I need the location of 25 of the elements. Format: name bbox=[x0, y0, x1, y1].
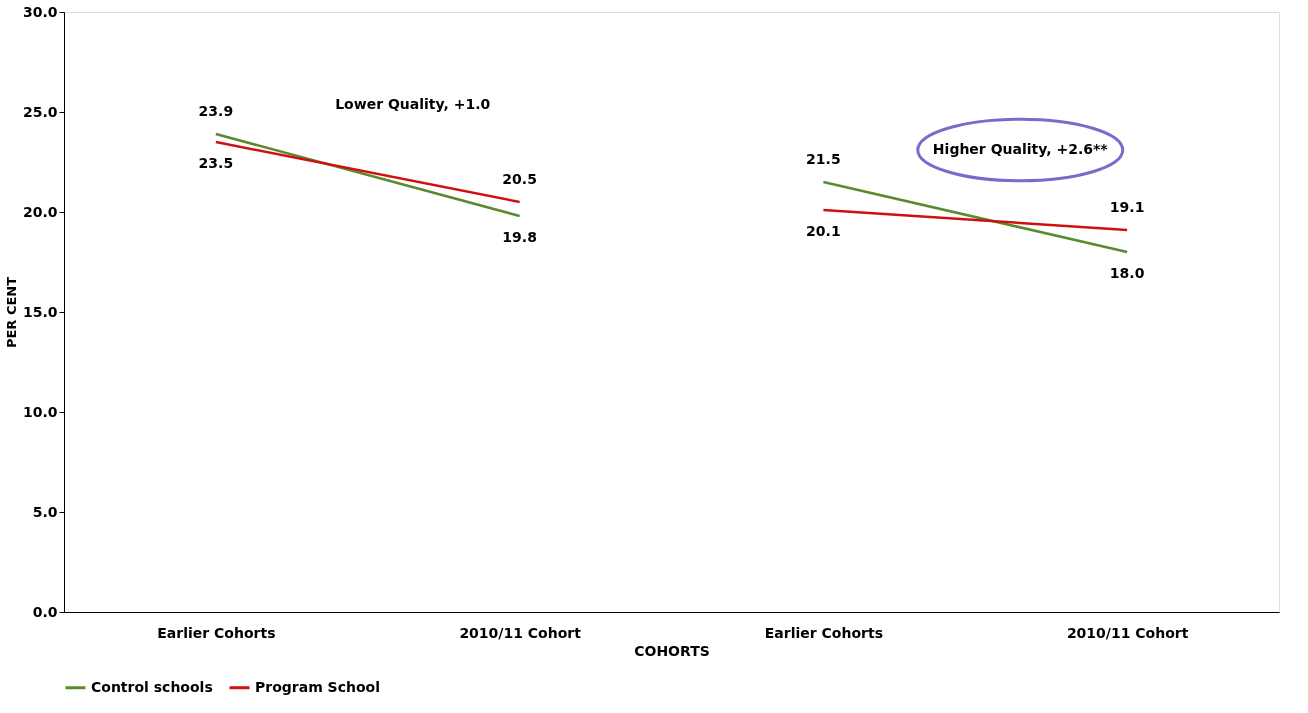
data-label: 20.1 bbox=[806, 223, 841, 239]
data-label: 19.8 bbox=[502, 229, 537, 245]
x-axis-title: COHORTS bbox=[634, 642, 710, 659]
data-label: 23.5 bbox=[198, 155, 234, 171]
y-tick-label: 30.0 bbox=[22, 3, 58, 20]
annotation: Higher Quality, +2.6** bbox=[932, 141, 1109, 157]
legend-label: Program School bbox=[255, 678, 381, 695]
x-tick-label: 2010/11 Cohort bbox=[1066, 624, 1189, 641]
data-label: 18.0 bbox=[1109, 265, 1145, 281]
annotation: Lower Quality, +1.0 bbox=[335, 96, 491, 112]
data-label: 23.9 bbox=[198, 103, 234, 119]
data-label: 20.5 bbox=[502, 171, 537, 187]
x-tick-label: 2010/11 Cohort bbox=[459, 624, 582, 641]
data-label: 21.5 bbox=[806, 151, 841, 167]
y-tick-label: 20.0 bbox=[22, 203, 58, 220]
data-label: 19.1 bbox=[1109, 199, 1145, 215]
y-tick-label: 10.0 bbox=[22, 403, 58, 420]
y-tick-label: 25.0 bbox=[22, 103, 58, 120]
y-tick-label: 0.0 bbox=[32, 603, 58, 620]
y-tick-label: 5.0 bbox=[32, 503, 58, 520]
x-tick-label: Earlier Cohorts bbox=[764, 624, 883, 641]
legend-label: Control schools bbox=[91, 678, 213, 695]
y-axis-title: PER CENT bbox=[3, 276, 19, 349]
x-tick-label: Earlier Cohorts bbox=[157, 624, 276, 641]
y-tick-label: 15.0 bbox=[22, 303, 58, 320]
